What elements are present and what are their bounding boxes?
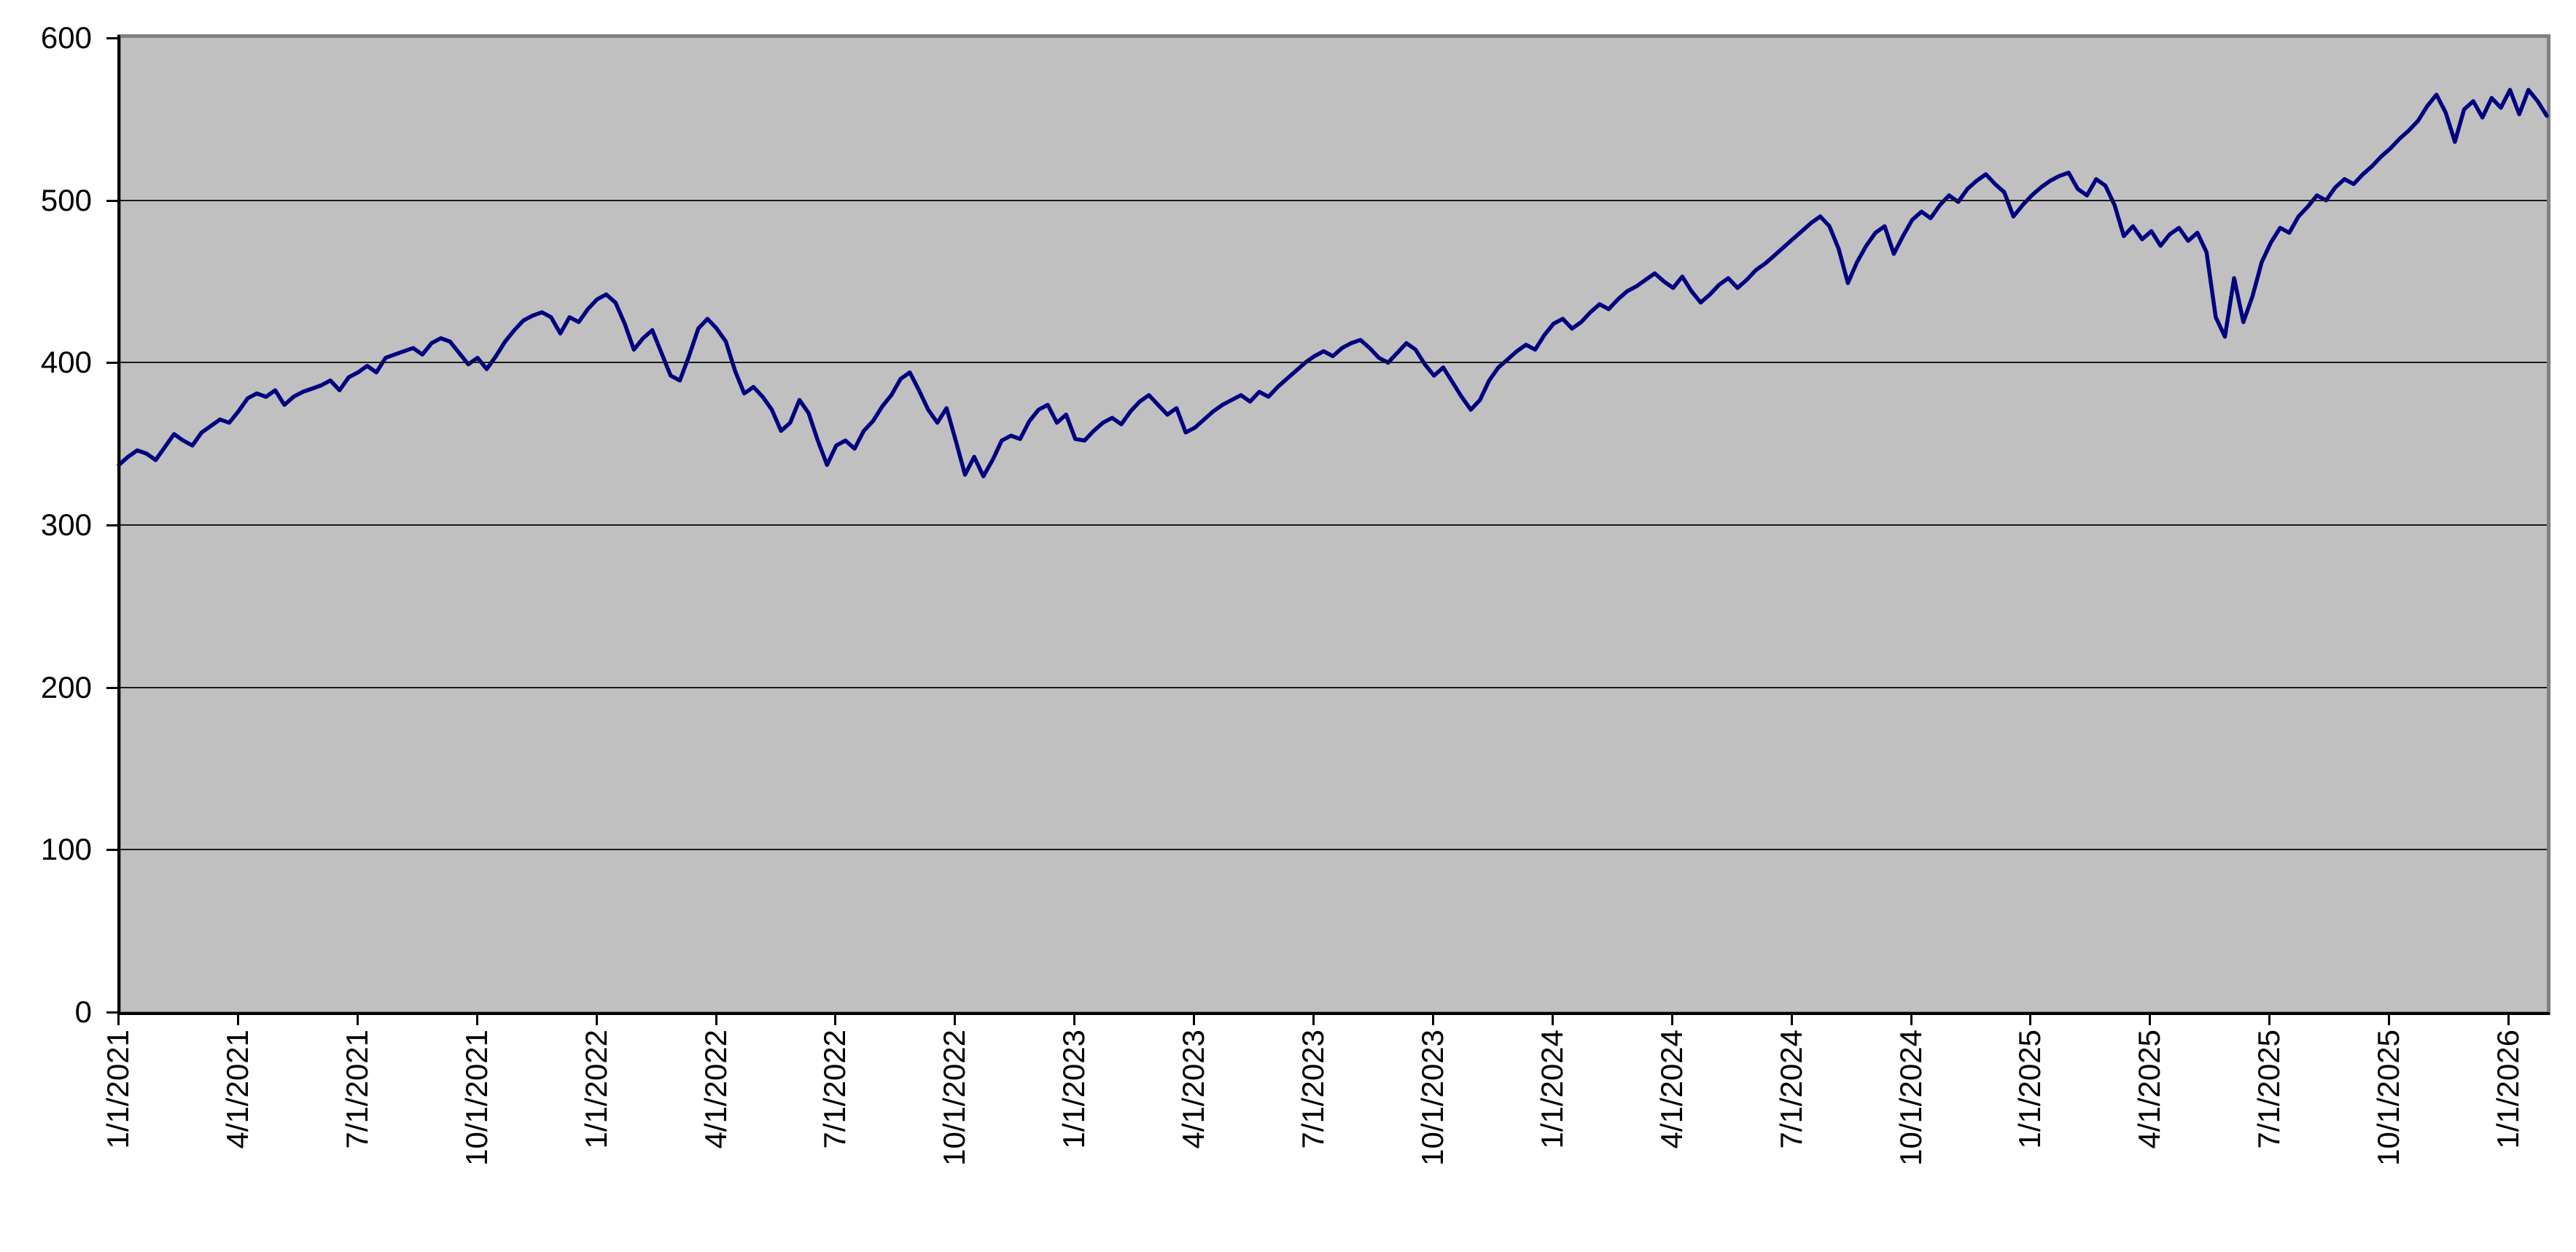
gridline-500 xyxy=(119,199,2547,201)
y-axis-line xyxy=(117,35,120,1015)
x-tick-18 xyxy=(2268,1014,2271,1025)
x-axis-label: 7/1/2023 xyxy=(1296,1030,1330,1149)
x-tick-5 xyxy=(715,1014,717,1025)
x-axis-label: 1/1/2021 xyxy=(101,1030,135,1149)
x-tick-10 xyxy=(1312,1014,1315,1025)
x-tick-19 xyxy=(2388,1014,2391,1025)
x-axis-label: 1/1/2024 xyxy=(1534,1030,1569,1149)
x-tick-12 xyxy=(1551,1014,1554,1025)
gridline-100 xyxy=(119,849,2547,851)
x-axis-label: 10/1/2024 xyxy=(1893,1030,1928,1166)
x-tick-11 xyxy=(1431,1014,1434,1025)
x-axis-label: 7/1/2021 xyxy=(339,1030,374,1149)
x-axis-label: 7/1/2025 xyxy=(2252,1030,2287,1149)
y-tick-400 xyxy=(106,362,117,365)
x-tick-4 xyxy=(595,1014,598,1025)
gridline-300 xyxy=(119,524,2547,526)
y-axis-label: 600 xyxy=(40,20,92,55)
x-axis-label: 7/1/2024 xyxy=(1773,1030,1808,1149)
x-axis-label: 1/1/2023 xyxy=(1057,1030,1092,1149)
x-tick-7 xyxy=(954,1014,957,1025)
y-tick-100 xyxy=(106,849,117,852)
x-tick-0 xyxy=(117,1014,120,1025)
x-tick-2 xyxy=(356,1014,359,1025)
x-axis-label: 10/1/2023 xyxy=(1415,1030,1450,1166)
x-tick-16 xyxy=(2029,1014,2032,1025)
y-axis-label: 200 xyxy=(40,669,92,704)
x-axis-line xyxy=(117,1012,2550,1015)
x-tick-6 xyxy=(834,1014,837,1025)
y-tick-0 xyxy=(106,1011,117,1014)
x-axis-label: 4/1/2025 xyxy=(2132,1030,2167,1149)
x-tick-15 xyxy=(1910,1014,1912,1025)
x-axis-label: 4/1/2024 xyxy=(1654,1030,1689,1149)
y-axis-label: 500 xyxy=(40,182,92,217)
y-axis-label: 400 xyxy=(40,345,92,380)
x-axis-label: 4/1/2022 xyxy=(698,1030,733,1149)
x-tick-20 xyxy=(2507,1014,2510,1025)
x-axis-label: 1/1/2026 xyxy=(2491,1030,2525,1149)
x-tick-9 xyxy=(1193,1014,1196,1025)
y-tick-600 xyxy=(106,37,117,39)
x-axis-label: 1/1/2025 xyxy=(2012,1030,2047,1149)
y-tick-500 xyxy=(106,199,117,202)
y-axis-label: 300 xyxy=(40,508,92,542)
x-tick-8 xyxy=(1073,1014,1076,1025)
x-axis-label: 4/1/2021 xyxy=(219,1030,254,1149)
gridline-400 xyxy=(119,362,2547,364)
x-axis-label: 4/1/2023 xyxy=(1176,1030,1211,1149)
y-axis-label: 100 xyxy=(40,832,92,867)
y-tick-200 xyxy=(106,686,117,689)
x-tick-3 xyxy=(475,1014,478,1025)
x-axis-label: 10/1/2025 xyxy=(2371,1030,2406,1166)
x-axis-label: 1/1/2022 xyxy=(578,1030,613,1149)
price-line xyxy=(117,88,2549,478)
x-axis-label: 10/1/2022 xyxy=(937,1030,972,1166)
y-axis-label: 0 xyxy=(74,995,92,1029)
x-tick-14 xyxy=(1790,1014,1793,1025)
x-tick-1 xyxy=(236,1014,239,1025)
x-axis-label: 7/1/2022 xyxy=(817,1030,852,1149)
gridline-200 xyxy=(119,686,2547,688)
y-tick-300 xyxy=(106,524,117,526)
x-tick-13 xyxy=(1670,1014,1673,1025)
x-tick-17 xyxy=(2149,1014,2152,1025)
x-axis-label: 10/1/2021 xyxy=(459,1030,494,1166)
